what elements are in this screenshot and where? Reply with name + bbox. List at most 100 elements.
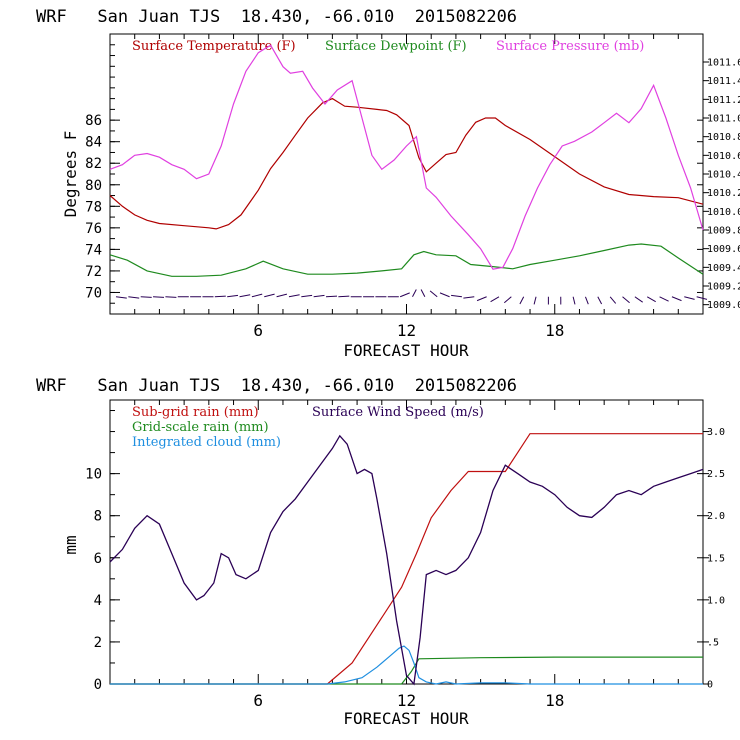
wind-barb: [429, 290, 438, 298]
temperature-panel: WRF San Juan TJS 18.430, -66.010 2015082…: [36, 7, 740, 360]
wind-barb: [463, 296, 475, 299]
wind-barb: [288, 294, 300, 298]
panel-2-x-axis-label: FORECAST HOUR: [343, 709, 469, 728]
p2-x-tick-label: 18: [545, 691, 564, 710]
legend-dewpoint: Surface Dewpoint (F): [325, 39, 467, 54]
wind-barb: [659, 296, 669, 302]
wind-barb: [490, 296, 500, 303]
p1-right-tick-label: 1010.0: [707, 207, 740, 218]
p2-right-tick-label: 2.0: [707, 511, 725, 522]
gridscale-rain-line: [110, 656, 703, 685]
p1-y-tick-label: 70: [85, 285, 102, 301]
panel-2-y-axis-label: mm: [61, 535, 80, 554]
wind-barb: [622, 296, 630, 304]
dewpoint-line: [109, 243, 704, 277]
wind-barb: [584, 296, 589, 305]
p1-y-tick-label: 86: [85, 113, 102, 129]
wind-barb: [519, 296, 525, 305]
wind-barb: [264, 293, 275, 298]
p2-right-tick-label: 1.5: [707, 553, 725, 564]
p2-right-tick-label: .5: [707, 637, 719, 648]
p2-right-tick-label: 3.0: [707, 427, 725, 438]
p1-y-tick-label: 78: [85, 199, 102, 215]
p2-right-tick-label: 0: [707, 680, 713, 691]
wind-barb: [165, 296, 177, 298]
wind-barb: [671, 296, 682, 302]
wind-barb: [503, 296, 512, 304]
p1-right-tick-label: 1011.0: [707, 114, 740, 125]
p1-y-tick-label: 80: [85, 178, 102, 194]
subgrid-rain-line: [110, 433, 703, 685]
panel-1-y-axis-label: Degrees F: [61, 131, 80, 218]
p1-y-tick-label: 76: [85, 221, 102, 237]
temperature-line: [109, 97, 704, 230]
p1-x-tick-label: 18: [545, 321, 564, 340]
p1-right-tick-label: 1010.6: [707, 151, 740, 162]
p1-x-tick-label: 12: [397, 321, 416, 340]
pressure-line: [109, 44, 704, 270]
wind-barb: [634, 296, 643, 303]
p1-x-tick-label: 6: [253, 321, 263, 340]
legend-integrated-cloud: Integrated cloud (mm): [132, 435, 281, 450]
p1-right-tick-label: 1009.2: [707, 282, 740, 293]
wind-barb: [572, 296, 576, 305]
panel-1-left-axis: 70 72 74 76 78 80 82 84 86: [85, 33, 703, 315]
wind-barb: [227, 294, 239, 298]
p2-y-tick-label: 10: [85, 467, 102, 483]
panel-1-plot-area: [109, 33, 704, 315]
wind-barb: [420, 289, 426, 297]
legend-temperature: Surface Temperature (F): [132, 39, 296, 54]
wind-barb: [276, 293, 288, 298]
wind-barb: [338, 295, 350, 298]
wind-barb: [597, 296, 603, 305]
p1-right-tick-label: 1009.6: [707, 244, 740, 255]
wind-barb: [696, 296, 708, 300]
wind-barb: [301, 294, 313, 298]
wind-barb: [399, 292, 410, 298]
p1-right-tick-label: 1009.4: [707, 263, 740, 274]
wind-barb: [476, 296, 487, 302]
legend-pressure: Surface Pressure (mb): [496, 39, 644, 54]
p1-right-tick-label: 1011.6: [707, 58, 740, 69]
wind-barb: [439, 292, 450, 298]
wind-barb: [115, 296, 127, 299]
p2-x-tick-label: 6: [253, 691, 263, 710]
wind-barbs: [115, 289, 708, 305]
wind-barb: [239, 294, 251, 298]
wind-barb: [140, 296, 152, 298]
integrated-cloud-line: [110, 645, 703, 685]
wind-barb: [684, 296, 695, 300]
panel-1-title: WRF San Juan TJS 18.430, -66.010 2015082…: [36, 7, 517, 27]
p1-right-tick-label: 1009.0: [707, 300, 740, 311]
wind-barb: [128, 296, 140, 299]
p2-right-tick-label: 1.0: [707, 595, 725, 606]
p2-x-tick-label: 12: [397, 691, 416, 710]
wind-barb: [325, 295, 338, 298]
wind-speed-line: [109, 434, 704, 686]
p1-y-tick-label: 84: [85, 135, 102, 151]
panel-2-right-axis: 0 .5 1.0 1.5 2.0 2.5 3.0: [703, 427, 725, 691]
wind-barb: [251, 293, 263, 298]
p2-y-tick-label: 2: [94, 635, 102, 651]
precipitation-panel: WRF San Juan TJS 18.430, -66.010 2015082…: [36, 376, 725, 728]
p1-right-tick-label: 1011.2: [707, 95, 740, 106]
legend-gridscale-rain: Grid-scale rain (mm): [132, 420, 269, 435]
wind-barb: [451, 294, 462, 298]
p1-right-tick-label: 1010.8: [707, 132, 740, 143]
p1-right-tick-label: 1010.4: [707, 170, 740, 181]
p1-y-tick-label: 74: [85, 242, 102, 258]
wind-barb: [214, 295, 226, 298]
wind-barb: [313, 294, 325, 298]
wind-barb: [412, 289, 417, 298]
p2-y-tick-label: 6: [94, 551, 102, 567]
panel-1-x-axis: 6 12 18: [134, 34, 679, 340]
p1-right-tick-label: 1010.2: [707, 188, 740, 199]
wind-barb: [609, 296, 617, 304]
p1-y-tick-label: 72: [85, 264, 102, 280]
p2-y-tick-label: 8: [94, 509, 102, 525]
wind-barb: [533, 296, 537, 305]
legend-wind-speed: Surface Wind Speed (m/s): [312, 405, 484, 420]
panel-1-right-axis: 1009.0 1009.2 1009.4 1009.6 1009.8 1010.0 1010…: [703, 58, 740, 311]
wind-barb: [646, 296, 656, 303]
